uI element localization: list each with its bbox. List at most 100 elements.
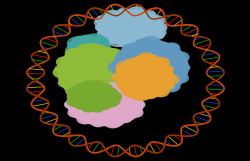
Ellipse shape [82,100,95,108]
Ellipse shape [92,58,104,65]
Ellipse shape [81,81,96,90]
Ellipse shape [115,59,126,65]
Ellipse shape [134,90,151,100]
Ellipse shape [102,95,120,106]
Ellipse shape [66,45,84,56]
Ellipse shape [132,90,148,100]
Ellipse shape [68,84,142,126]
Ellipse shape [55,64,70,74]
Ellipse shape [89,37,101,44]
Ellipse shape [100,88,113,96]
Ellipse shape [77,85,88,91]
Ellipse shape [134,56,145,62]
Ellipse shape [123,60,142,71]
Ellipse shape [78,87,90,94]
Ellipse shape [147,27,166,38]
Ellipse shape [68,41,85,51]
Ellipse shape [164,59,181,68]
Ellipse shape [172,73,188,83]
Ellipse shape [106,116,123,127]
Ellipse shape [117,38,130,47]
Ellipse shape [118,56,172,98]
Ellipse shape [96,42,108,50]
Ellipse shape [84,34,104,46]
Ellipse shape [75,58,86,65]
Ellipse shape [142,84,159,94]
Ellipse shape [128,92,142,101]
Ellipse shape [159,66,177,77]
Ellipse shape [104,91,122,101]
Ellipse shape [98,47,113,56]
Ellipse shape [116,106,132,115]
Ellipse shape [112,40,188,95]
Ellipse shape [79,38,97,48]
Ellipse shape [86,41,103,51]
Ellipse shape [68,73,81,81]
Ellipse shape [152,77,166,85]
Ellipse shape [74,49,89,58]
Ellipse shape [100,84,112,90]
Ellipse shape [81,58,93,65]
Ellipse shape [68,87,82,96]
Ellipse shape [81,49,99,59]
Ellipse shape [118,97,131,104]
Ellipse shape [100,90,119,101]
Ellipse shape [132,32,142,38]
Ellipse shape [79,54,89,60]
Ellipse shape [143,55,158,64]
Ellipse shape [117,114,129,121]
Ellipse shape [161,66,172,73]
Ellipse shape [90,110,102,117]
Ellipse shape [129,82,149,94]
Ellipse shape [107,49,121,57]
Ellipse shape [67,93,78,100]
Ellipse shape [75,78,90,87]
Ellipse shape [89,82,104,91]
Ellipse shape [147,78,158,85]
Ellipse shape [94,90,113,101]
Ellipse shape [92,45,106,52]
Ellipse shape [95,48,109,57]
Ellipse shape [135,30,153,40]
Ellipse shape [70,84,115,109]
Ellipse shape [163,54,179,63]
Ellipse shape [91,91,107,101]
Ellipse shape [90,103,104,112]
Ellipse shape [113,79,127,87]
Ellipse shape [86,90,98,97]
Ellipse shape [122,82,137,91]
Ellipse shape [152,52,164,59]
Ellipse shape [108,61,129,73]
Ellipse shape [70,46,81,52]
Ellipse shape [104,118,121,128]
Ellipse shape [126,89,142,98]
Ellipse shape [98,97,110,104]
Ellipse shape [151,23,166,32]
Ellipse shape [171,52,188,62]
Ellipse shape [140,16,161,28]
Ellipse shape [123,45,142,56]
Ellipse shape [74,97,94,109]
Ellipse shape [82,87,96,95]
Ellipse shape [152,75,172,87]
Ellipse shape [164,74,174,80]
Ellipse shape [115,54,126,60]
Ellipse shape [177,64,189,71]
Ellipse shape [140,11,155,20]
Ellipse shape [115,67,132,78]
Ellipse shape [85,82,100,90]
Ellipse shape [73,38,90,48]
Ellipse shape [98,84,112,92]
Ellipse shape [78,44,94,54]
Ellipse shape [140,87,153,95]
Ellipse shape [68,108,83,117]
Ellipse shape [90,98,108,108]
Ellipse shape [120,116,131,122]
Ellipse shape [99,102,111,109]
Ellipse shape [96,15,113,26]
Ellipse shape [106,28,118,36]
Ellipse shape [91,119,104,127]
Ellipse shape [93,45,106,53]
Ellipse shape [123,52,134,58]
Ellipse shape [152,41,162,47]
